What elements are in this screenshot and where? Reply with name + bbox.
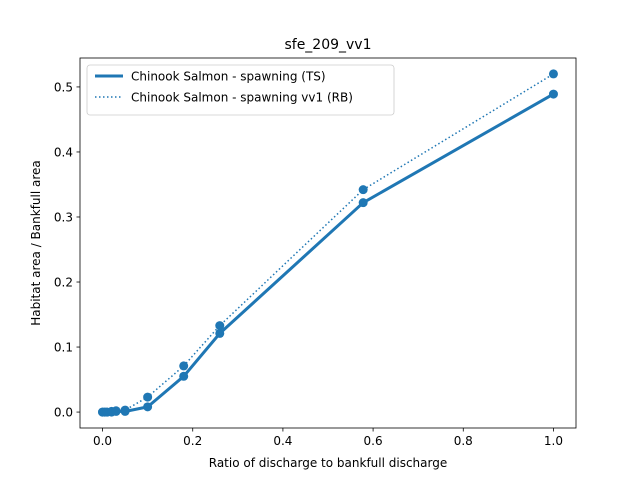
series-2-point (215, 321, 225, 331)
series-1-point (179, 371, 189, 381)
series-2-point (120, 405, 130, 415)
y-tick-label: 0.3 (54, 210, 73, 224)
series-line-2 (102, 73, 554, 413)
chart-title: sfe_209_vv1 (284, 37, 371, 53)
legend-box (86, 64, 395, 116)
x-axis-label: Ratio of discharge to bankfull discharge (209, 456, 447, 470)
series-2-point (111, 406, 121, 416)
series-1-point (143, 402, 153, 412)
legend-label-2: Chinook Salmon - spawning vv1 (RB) (131, 91, 353, 105)
y-tick-label: 0.0 (54, 406, 73, 420)
series-2-point (548, 69, 558, 79)
y-axis: 0.0 0.1 0.2 0.3 0.4 0.5 (54, 80, 80, 420)
x-tick-label: 1.0 (544, 434, 563, 448)
x-tick-label: 0.6 (364, 434, 383, 448)
y-tick-label: 0.5 (54, 80, 73, 94)
x-tick-label: 0.4 (273, 434, 292, 448)
y-tick-label: 0.1 (54, 341, 73, 355)
series-1-point (215, 328, 225, 338)
y-tick-label: 0.4 (54, 145, 73, 159)
series-1-point (358, 198, 368, 208)
series-2-point (179, 361, 189, 371)
y-axis-label: Habitat area / Bankfull area (29, 160, 43, 326)
x-axis: 0.0 0.2 0.4 0.6 0.8 1.0 (93, 428, 563, 448)
x-tick-label: 0.2 (183, 434, 202, 448)
x-tick-label: 0.0 (93, 434, 112, 448)
legend-label-1: Chinook Salmon - spawning (TS) (131, 70, 326, 84)
y-tick-label: 0.2 (54, 276, 73, 290)
plot-frame (79, 57, 577, 429)
series-layer (98, 69, 558, 417)
series-1-point (548, 89, 558, 99)
series-2-point (143, 392, 153, 402)
x-tick-label: 0.8 (454, 434, 473, 448)
legend: Chinook Salmon - spawning (TS) Chinook Sa… (86, 64, 395, 116)
series-2-point (358, 185, 368, 195)
